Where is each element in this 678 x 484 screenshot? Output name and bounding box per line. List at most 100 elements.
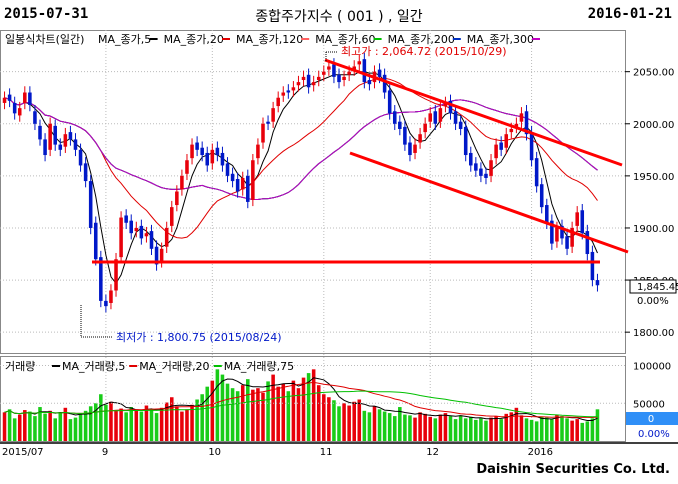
volume-bar [342,403,346,441]
volume-bar [220,374,225,441]
volume-bar [362,410,367,441]
volume-bar [534,421,539,441]
volume-bar [347,405,351,441]
volume-bar [585,421,590,441]
candle-body [225,163,230,176]
volume-tick-label: 100000 [633,362,671,373]
volume-bar [560,416,564,441]
volume-bar [210,380,215,441]
date-tick-label: 11 [320,447,333,458]
volume-bar [539,416,544,441]
volume-bar [256,388,260,441]
candle-body [443,102,448,107]
volume-bar [337,406,341,441]
volume-bar [306,373,311,441]
volume-bar [301,377,306,441]
candle-body [560,225,564,239]
candle-body [210,149,215,164]
ma-line [4,77,598,239]
candle-body [575,212,579,226]
candle-body [205,152,210,166]
current-price-box: 1,845.45 0.00% [629,279,678,307]
volume-bars [2,369,600,441]
volume-bar [23,410,27,441]
volume-bar [453,419,458,441]
volume-panel-frame [0,356,626,442]
volume-bar [418,412,422,441]
volume-bar [296,388,301,441]
candle-body [276,97,280,107]
candle-body [215,147,220,156]
candle-body [565,236,569,249]
svg-text:0.00%: 0.00% [637,296,669,307]
candle-body [23,92,27,103]
volume-bar [83,410,88,441]
volume-bar [88,406,93,441]
candle-body [509,128,514,133]
volume-bar [367,412,372,441]
svg-text:1,845.45: 1,845.45 [637,282,678,293]
candle-body [88,181,93,228]
legend-entry: MA_거래량,20 [139,360,209,373]
candle-body [306,74,311,88]
legend-entry: MA_종가,5 [98,33,151,46]
candle-body [12,102,17,114]
candle-body [164,227,169,247]
legend-entry: MA_종가,200 [388,33,455,46]
volume-bar [180,411,184,441]
volume-bar [595,409,600,441]
candle-body [119,217,123,258]
volume-bar [7,409,12,441]
volume-bar [225,383,230,441]
candle-body [129,220,134,234]
volume-bar [200,394,204,441]
trend-lines [92,58,629,264]
volume-bar [575,419,579,441]
candle-body [261,123,265,143]
vertical-grid [105,30,533,442]
date-tick-label: 2015/07 [2,447,44,458]
candle-body [504,134,509,148]
candle-body [246,175,250,202]
candle-body [311,82,316,86]
candle-body [332,64,336,77]
candle-body [271,108,275,122]
volume-bar [154,413,159,441]
date-tick-label: 10 [208,447,221,458]
date-tick-label: 2016 [528,447,553,458]
volume-bar [555,414,559,441]
date-tick-label: 12 [426,447,439,458]
candle-body [296,82,301,86]
volume-bar [489,417,493,441]
low-annotation: 최저가 : 1,800.75 (2015/08/24) [80,305,282,344]
volume-bar [240,385,245,441]
legend-entry: MA_종가,20 [164,33,224,46]
volume-bar [408,415,412,441]
volume-bar [504,413,509,441]
candle-body [33,111,37,124]
volume-legend: MA_거래량,5 MA_거래량,20 MA_거래량,75 [52,360,294,373]
candle-body [73,139,78,150]
volume-axis: 100000 50000 [0,362,671,410]
volume-bar [428,416,433,441]
candle-body [124,215,128,223]
candle-body [347,71,351,75]
candle-body [479,168,483,176]
candle-body [545,205,549,223]
ma-line [4,71,598,285]
volume-bar [58,412,63,441]
volume-bar [261,392,265,441]
candle-body [144,233,149,237]
candle-body [99,257,103,301]
volume-bar [164,402,169,441]
candle-body [169,207,174,226]
volume-bar [499,419,503,441]
candle-body [291,87,296,91]
volume-bar [17,414,22,441]
volume-bar [413,417,417,441]
legend-entry: MA_거래량,5 [62,360,125,373]
candle-body [453,111,458,124]
volume-bar [276,386,280,441]
volume-bar [463,418,468,441]
